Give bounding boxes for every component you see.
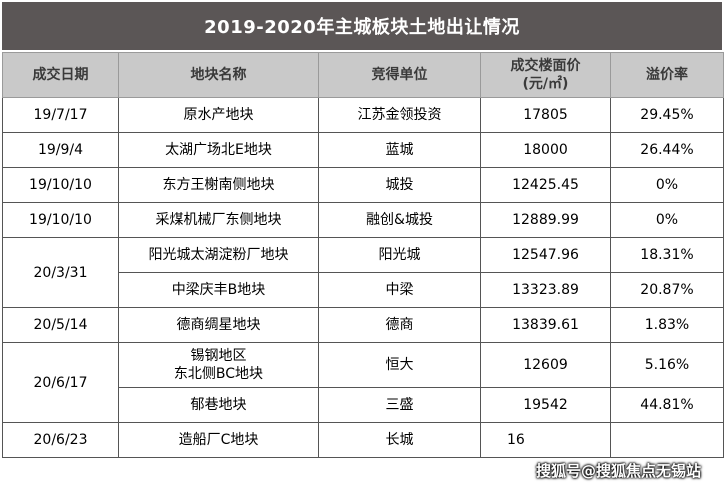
cell-premium [610, 422, 724, 458]
cell-plot: 郁巷地块 [118, 387, 319, 423]
cell-plot: 造船厂C地块 [118, 422, 319, 458]
cell-plot: 中梁庆丰B地块 [118, 272, 319, 308]
header-date: 成交日期 [2, 52, 119, 98]
watermark: 搜狐号@搜狐焦点无锡站 [536, 462, 702, 480]
cell-plot: 东方王榭南侧地块 [118, 167, 319, 203]
cell-price: 16 [480, 422, 611, 458]
cell-plot: 原水产地块 [118, 97, 319, 133]
cell-premium: 0% [610, 167, 724, 203]
table-title: 2019-2020年主城板块土地出让情况 [2, 2, 722, 50]
table-row: 郁巷地块 三盛 19542 44.81% [3, 387, 724, 423]
cell-buyer: 长城 [318, 422, 481, 458]
table-row: 19/10/10 采煤机械厂东侧地块 融创&城投 12889.99 0% [2, 202, 724, 238]
cell-date: 20/6/23 [2, 422, 119, 458]
cell-buyer: 恒大 [318, 342, 481, 388]
cell-premium: 1.83% [610, 307, 724, 343]
cell-date: 19/7/17 [2, 97, 119, 133]
cell-date: 20/6/17 [2, 342, 119, 423]
cell-premium: 29.45% [610, 97, 724, 133]
land-sales-table: 成交日期 地块名称 竞得单位 成交楼面价 (元/㎡) 溢价率 19/7/17 原… [2, 52, 724, 458]
header-plot: 地块名称 [118, 52, 319, 98]
cell-buyer: 三盛 [318, 387, 481, 423]
cell-buyer: 江苏金领投资 [318, 97, 481, 133]
cell-premium: 5.16% [610, 342, 724, 388]
header-price: 成交楼面价 (元/㎡) [480, 52, 611, 98]
cell-plot: 锡钢地区 东北侧BC地块 [118, 342, 319, 388]
cell-price: 12425.45 [480, 167, 611, 203]
cell-price: 13323.89 [480, 272, 611, 308]
table-row: 中梁庆丰B地块 中梁 13323.89 20.87% [3, 272, 724, 308]
header-premium: 溢价率 [610, 52, 724, 98]
cell-buyer: 中梁 [318, 272, 481, 308]
cell-plot: 采煤机械厂东侧地块 [118, 202, 319, 238]
header-buyer: 竞得单位 [318, 52, 481, 98]
cell-price: 19542 [480, 387, 611, 423]
cell-price: 13839.61 [480, 307, 611, 343]
table-row: 19/10/10 东方王榭南侧地块 城投 12425.45 0% [2, 167, 724, 203]
cell-premium: 18.31% [610, 237, 724, 273]
cell-date: 19/9/4 [2, 132, 119, 168]
cell-price: 12547.96 [480, 237, 611, 273]
cell-buyer: 德商 [318, 307, 481, 343]
cell-buyer: 蓝城 [318, 132, 481, 168]
cell-plot-line1: 锡钢地区 [190, 348, 247, 364]
header-price-line2: (元/㎡) [522, 76, 569, 92]
cell-date: 19/10/10 [2, 202, 119, 238]
header-row: 成交日期 地块名称 竞得单位 成交楼面价 (元/㎡) 溢价率 [2, 52, 724, 98]
cell-buyer: 阳光城 [318, 237, 481, 273]
table-row: 20/5/14 德商绸星地块 德商 13839.61 1.83% [2, 307, 724, 343]
table-row: 20/6/17 锡钢地区 东北侧BC地块 恒大 12609 5.16% [2, 342, 724, 423]
cell-plot-line2: 东北侧BC地块 [173, 366, 264, 382]
cell-date: 20/5/14 [2, 307, 119, 343]
header-price-line1: 成交楼面价 [510, 58, 581, 74]
cell-plot: 阳光城太湖淀粉厂地块 [118, 237, 319, 273]
cell-premium: 20.87% [610, 272, 724, 308]
table-row: 20/6/23 造船厂C地块 长城 16 [2, 422, 724, 458]
table-row: 19/7/17 原水产地块 江苏金领投资 17805 29.45% [2, 97, 724, 133]
cell-premium: 26.44% [610, 132, 724, 168]
cell-premium: 44.81% [610, 387, 724, 423]
cell-price: 12889.99 [480, 202, 611, 238]
cell-premium: 0% [610, 202, 724, 238]
table-row: 20/3/31 阳光城太湖淀粉厂地块 阳光城 12547.96 18.31% [2, 237, 724, 308]
cell-plot: 德商绸星地块 [118, 307, 319, 343]
table-row: 19/9/4 太湖广场北E地块 蓝城 18000 26.44% [2, 132, 724, 168]
cell-buyer: 融创&城投 [318, 202, 481, 238]
cell-price: 18000 [480, 132, 611, 168]
cell-plot: 太湖广场北E地块 [118, 132, 319, 168]
cell-date: 20/3/31 [2, 237, 119, 308]
cell-date: 19/10/10 [2, 167, 119, 203]
cell-buyer: 城投 [318, 167, 481, 203]
cell-price: 12609 [480, 342, 611, 388]
cell-price: 17805 [480, 97, 611, 133]
